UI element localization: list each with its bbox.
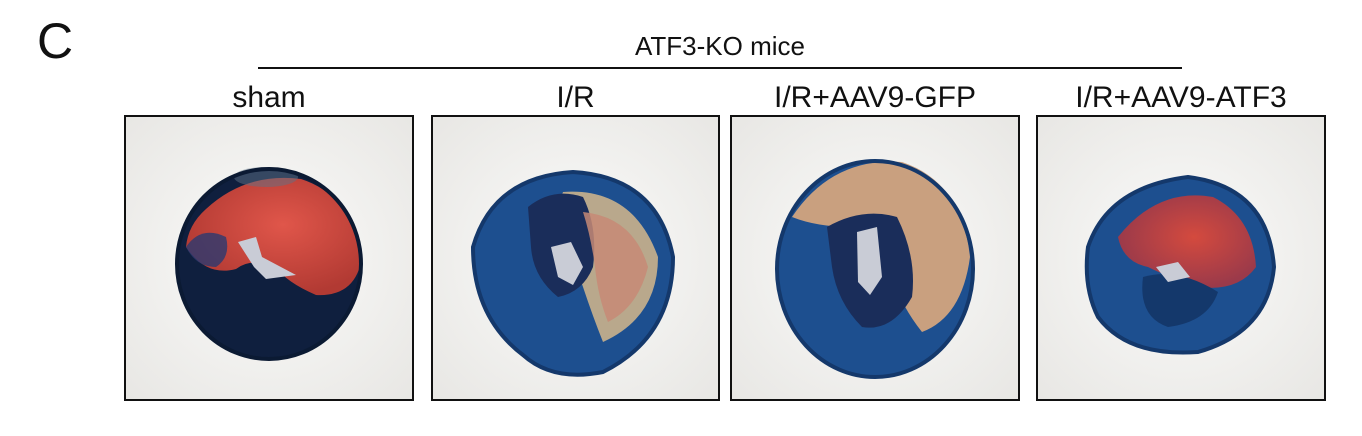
panel-letter: C <box>37 13 74 69</box>
condition-label-sham: sham <box>232 81 306 114</box>
heart-section-image <box>732 117 1018 399</box>
heart-section-photo-sham <box>124 115 414 401</box>
group-label: ATF3-KO mice <box>635 31 805 61</box>
heart-section-image <box>1038 117 1324 399</box>
heart-section-photo-ir-aav9-gfp <box>730 115 1020 401</box>
condition-label-ir-aav9-gfp: I/R+AAV9-GFP <box>773 81 976 114</box>
group-bracket-line <box>258 67 1182 69</box>
heart-section-photo-ir <box>431 115 720 401</box>
heart-section-image <box>126 117 412 399</box>
heart-section-photo-ir-aav9-atf3 <box>1036 115 1326 401</box>
condition-label-ir: I/R <box>556 81 595 114</box>
condition-label-ir-aav9-atf3: I/R+AAV9-ATF3 <box>1075 81 1287 114</box>
heart-section-image <box>433 117 718 399</box>
